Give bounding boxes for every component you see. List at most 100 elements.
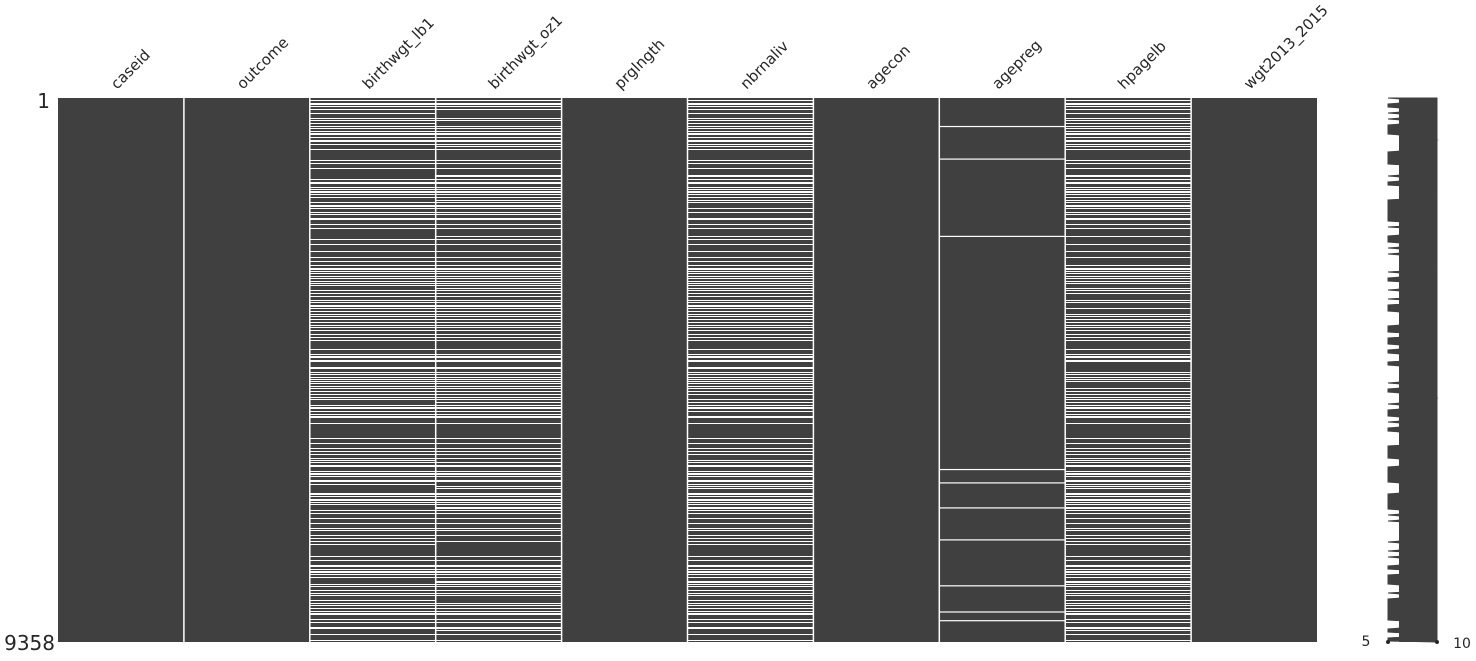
missing-band-nbrnaliv	[687, 438, 814, 439]
missing-band-nbrnaliv	[687, 374, 814, 375]
missing-band-birthwgt_oz1	[435, 271, 562, 272]
missing-band-birthwgt_lb1	[309, 251, 436, 252]
missing-band-nbrnaliv	[687, 109, 814, 110]
missing-band-hpagelb	[1065, 414, 1192, 415]
missing-band-birthwgt_oz1	[435, 149, 562, 150]
missing-band-birthwgt_oz1	[435, 168, 562, 169]
missing-band-hpagelb	[1065, 251, 1192, 252]
missing-band-nbrnaliv	[687, 451, 814, 452]
missing-band-birthwgt_oz1	[435, 327, 562, 328]
missing-band-birthwgt_lb1	[309, 334, 436, 335]
missing-band-birthwgt_oz1	[435, 293, 562, 294]
missing-band-birthwgt_oz1	[435, 208, 562, 209]
missing-band-birthwgt_lb1	[309, 360, 436, 362]
missing-band-nbrnaliv	[687, 100, 814, 101]
missing-band-birthwgt_oz1	[435, 372, 562, 373]
missing-band-birthwgt_lb1	[309, 399, 436, 400]
missing-band-nbrnaliv	[687, 528, 814, 529]
missing-band-birthwgt_lb1	[309, 619, 436, 620]
missing-band-birthwgt_lb1	[309, 281, 436, 282]
missing-band-nbrnaliv	[687, 276, 814, 277]
missing-band-hpagelb	[1065, 197, 1192, 198]
missing-band-birthwgt_oz1	[435, 118, 562, 119]
missing-band-birthwgt_oz1	[435, 499, 562, 501]
missing-band-birthwgt_oz1	[435, 349, 562, 350]
missing-band-hpagelb	[1065, 608, 1192, 609]
missing-band-hpagelb	[1065, 443, 1192, 444]
missing-band-birthwgt_lb1	[309, 510, 436, 511]
missing-band-hpagelb	[1065, 133, 1192, 135]
missing-band-hpagelb	[1065, 302, 1192, 303]
missing-band-nbrnaliv	[687, 595, 814, 596]
missing-band-birthwgt_lb1	[309, 611, 436, 612]
missing-band-birthwgt_lb1	[309, 367, 436, 369]
missing-row-agepreg	[939, 482, 1066, 484]
missing-band-birthwgt_oz1	[435, 391, 562, 392]
missing-band-birthwgt_lb1	[309, 187, 436, 188]
missing-band-birthwgt_oz1	[435, 278, 562, 279]
missing-row-agepreg	[939, 468, 1066, 471]
missing-band-hpagelb	[1065, 288, 1192, 289]
missing-band-birthwgt_oz1	[435, 334, 562, 335]
missing-band-nbrnaliv	[687, 349, 814, 350]
missing-band-birthwgt_lb1	[309, 496, 436, 497]
missing-band-hpagelb	[1065, 507, 1192, 509]
missing-band-birthwgt_oz1	[435, 265, 562, 266]
missing-band-hpagelb	[1065, 268, 1192, 270]
missing-band-birthwgt_oz1	[435, 228, 562, 229]
missing-band-birthwgt_lb1	[309, 271, 436, 272]
missing-band-hpagelb	[1065, 535, 1192, 536]
missing-band-birthwgt_oz1	[435, 443, 562, 444]
missing-band-nbrnaliv	[687, 322, 814, 323]
missing-band-nbrnaliv	[687, 486, 814, 487]
missing-band-hpagelb	[1065, 577, 1192, 578]
missing-band-hpagelb	[1065, 293, 1192, 294]
missing-band-hpagelb	[1065, 484, 1192, 485]
missing-band-nbrnaliv	[687, 300, 814, 301]
missing-band-birthwgt_oz1	[435, 261, 562, 262]
missing-band-birthwgt_oz1	[435, 476, 562, 477]
missing-band-birthwgt_lb1	[309, 356, 436, 358]
sparkline-max-marker	[1435, 640, 1439, 644]
missing-band-nbrnaliv	[687, 581, 814, 583]
missing-band-birthwgt_oz1	[435, 281, 562, 282]
missing-band-nbrnaliv	[687, 168, 814, 169]
missing-band-birthwgt_lb1	[309, 113, 436, 114]
missing-band-birthwgt_lb1	[309, 354, 436, 355]
missing-band-nbrnaliv	[687, 560, 814, 561]
missing-band-hpagelb	[1065, 523, 1192, 524]
missing-band-nbrnaliv	[687, 476, 814, 477]
missing-band-birthwgt_lb1	[309, 460, 436, 461]
missing-band-birthwgt_oz1	[435, 416, 562, 418]
missing-band-birthwgt_lb1	[309, 538, 436, 539]
missing-row-agepreg	[939, 158, 1066, 160]
missing-band-hpagelb	[1065, 244, 1192, 245]
missing-band-hpagelb	[1065, 224, 1192, 225]
missing-band-birthwgt_lb1	[309, 208, 436, 209]
missing-band-nbrnaliv	[687, 507, 814, 509]
missing-band-birthwgt_lb1	[309, 416, 436, 418]
missing-band-hpagelb	[1065, 379, 1192, 380]
missing-band-hpagelb	[1065, 493, 1192, 495]
missing-band-birthwgt_lb1	[309, 383, 436, 384]
missing-band-birthwgt_lb1	[309, 149, 436, 150]
missing-band-birthwgt_oz1	[435, 510, 562, 511]
missing-band-birthwgt_oz1	[435, 458, 562, 459]
column-nbrnaliv	[687, 98, 814, 642]
missing-band-birthwgt_oz1	[435, 316, 562, 317]
missing-band-birthwgt_lb1	[309, 308, 436, 309]
missing-band-hpagelb	[1065, 600, 1192, 601]
missing-band-birthwgt_lb1	[309, 126, 436, 127]
missing-band-nbrnaliv	[687, 443, 814, 444]
missing-band-birthwgt_lb1	[309, 394, 436, 395]
missing-band-nbrnaliv	[687, 619, 814, 620]
missing-band-birthwgt_lb1	[309, 191, 436, 193]
missing-band-birthwgt_lb1	[309, 160, 436, 161]
missing-band-birthwgt_oz1	[435, 120, 562, 121]
missing-band-hpagelb	[1065, 290, 1192, 291]
missing-band-nbrnaliv	[687, 296, 814, 297]
missing-band-nbrnaliv	[687, 383, 814, 384]
missing-band-hpagelb	[1065, 510, 1192, 511]
missing-band-birthwgt_lb1	[309, 290, 436, 291]
missing-band-nbrnaliv	[687, 140, 814, 142]
